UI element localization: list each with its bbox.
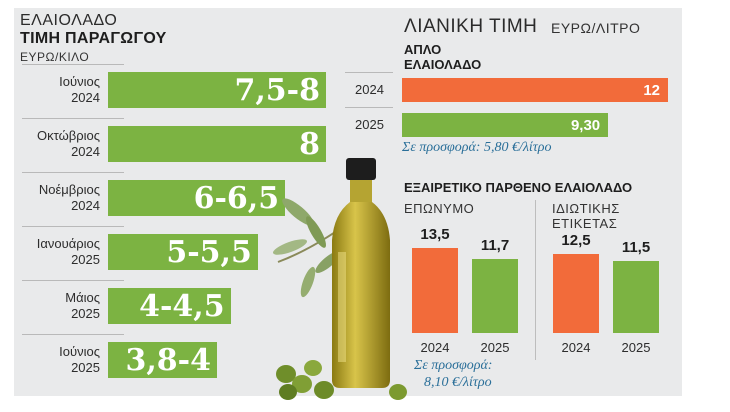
producer-bar-label: 5-5,5 [166,234,252,270]
simple-title-1: ΑΠΛΟ [404,42,442,57]
category-label: Μάιος 2025 [20,290,100,322]
producer-bar-label: 3,8-4 [125,342,211,378]
vertical-bar-label: 11,7 [480,237,510,255]
category-month: Νοέμβριος [38,182,100,197]
category-year: 2024 [71,90,100,105]
category-month: Μάιος [65,290,100,305]
category-month: Ιούνιος [59,344,100,359]
category-year: 2025 [71,360,100,375]
row-separator [345,72,393,73]
producer-bar-label: 4-4,5 [139,288,225,324]
row-separator [22,226,124,227]
category-month: Οκτώβριος [37,128,100,143]
simple-bar: 9,30 [402,113,609,137]
row-separator [345,107,393,108]
vertical-bar [613,260,659,333]
producer-bar: 3,8-4 [108,342,217,378]
producer-bar-label: 8 [299,126,320,162]
branded-title: ΕΠΩΝΥΜΟ [404,201,475,216]
year-tick: 2024 [420,340,450,355]
category-label: Ιούνιος 2025 [20,344,100,376]
category-year: 2025 [71,306,100,321]
year-tick: 2025 [621,340,651,355]
row-separator [22,280,124,281]
simple-offer-note: Σε προσφορά: 5,80 €/λίτρο [402,140,552,155]
category-year: 2024 [71,198,100,213]
left-unit: ΕΥΡΩ/ΚΙΛΟ [20,50,90,64]
row-separator [22,118,124,119]
extra-virgin-title: ΕΞΑΙΡΕΤΙΚΟ ΠΑΡΘΕΝΟ ΕΛΑΙΟΛΑΔΟ [404,180,633,195]
category-month: Ιούνιος [59,74,100,89]
simple-title-2: ΕΛΑΙΟΛΑΔΟ [404,57,482,72]
year-label: 2024 [355,82,384,97]
year-tick: 2024 [561,340,591,355]
year-label: 2025 [355,117,384,132]
vertical-bar [553,254,599,333]
simple-bar: 12 [402,78,668,102]
row-separator [22,172,124,173]
category-month: Ιανουάριος [36,236,100,251]
producer-bar-label: 7,5-8 [234,72,320,108]
category-label: Ιανουάριος 2025 [20,236,100,268]
row-separator [22,334,124,335]
vertical-bar-label: 13,5 [420,225,450,243]
year-tick: 2025 [480,340,510,355]
producer-bar: 7,5-8 [108,72,326,108]
private-label-title-2: ΕΤΙΚΕΤΑΣ [552,216,618,231]
producer-bar: 4-4,5 [108,288,231,324]
right-title: ΛΙΑΝΙΚΗ ΤΙΜΗ [404,16,538,37]
vertical-bar [412,247,458,333]
olive-oil-bottle-icon [272,158,407,400]
private-label-title-1: ΙΔΙΩΤΙΚΗΣ [552,201,620,216]
category-year: 2024 [71,144,100,159]
branded-offer-note-2: 8,10 €/λίτρο [424,375,492,390]
producer-bar-label: 6-6,5 [193,180,280,216]
category-label: Ιούνιος 2024 [20,74,100,106]
vertical-bar [472,259,518,333]
left-title-1: ΕΛΑΙΟΛΑΔΟ [20,12,118,29]
vertical-bar-label: 11,5 [621,238,651,256]
category-year: 2025 [71,252,100,267]
producer-bar: 6-6,5 [108,180,286,216]
left-title-2: ΤΙΜΗ ΠΑΡΑΓΩΓΟΥ [20,30,167,47]
row-separator [22,64,124,65]
category-label: Νοέμβριος 2024 [20,182,100,214]
branded-offer-note-1: Σε προσφορά: [414,358,493,373]
simple-bar-label: 9,30 [570,116,601,134]
column-divider [535,200,536,360]
producer-bar: 8 [108,126,326,162]
vertical-bar-label: 12,5 [561,232,591,250]
right-unit: ΕΥΡΩ/ΛΙΤΡΟ [551,20,641,36]
category-label: Οκτώβριος 2024 [20,128,100,160]
simple-bar-label: 12 [643,81,660,99]
producer-bar: 5-5,5 [108,234,258,270]
